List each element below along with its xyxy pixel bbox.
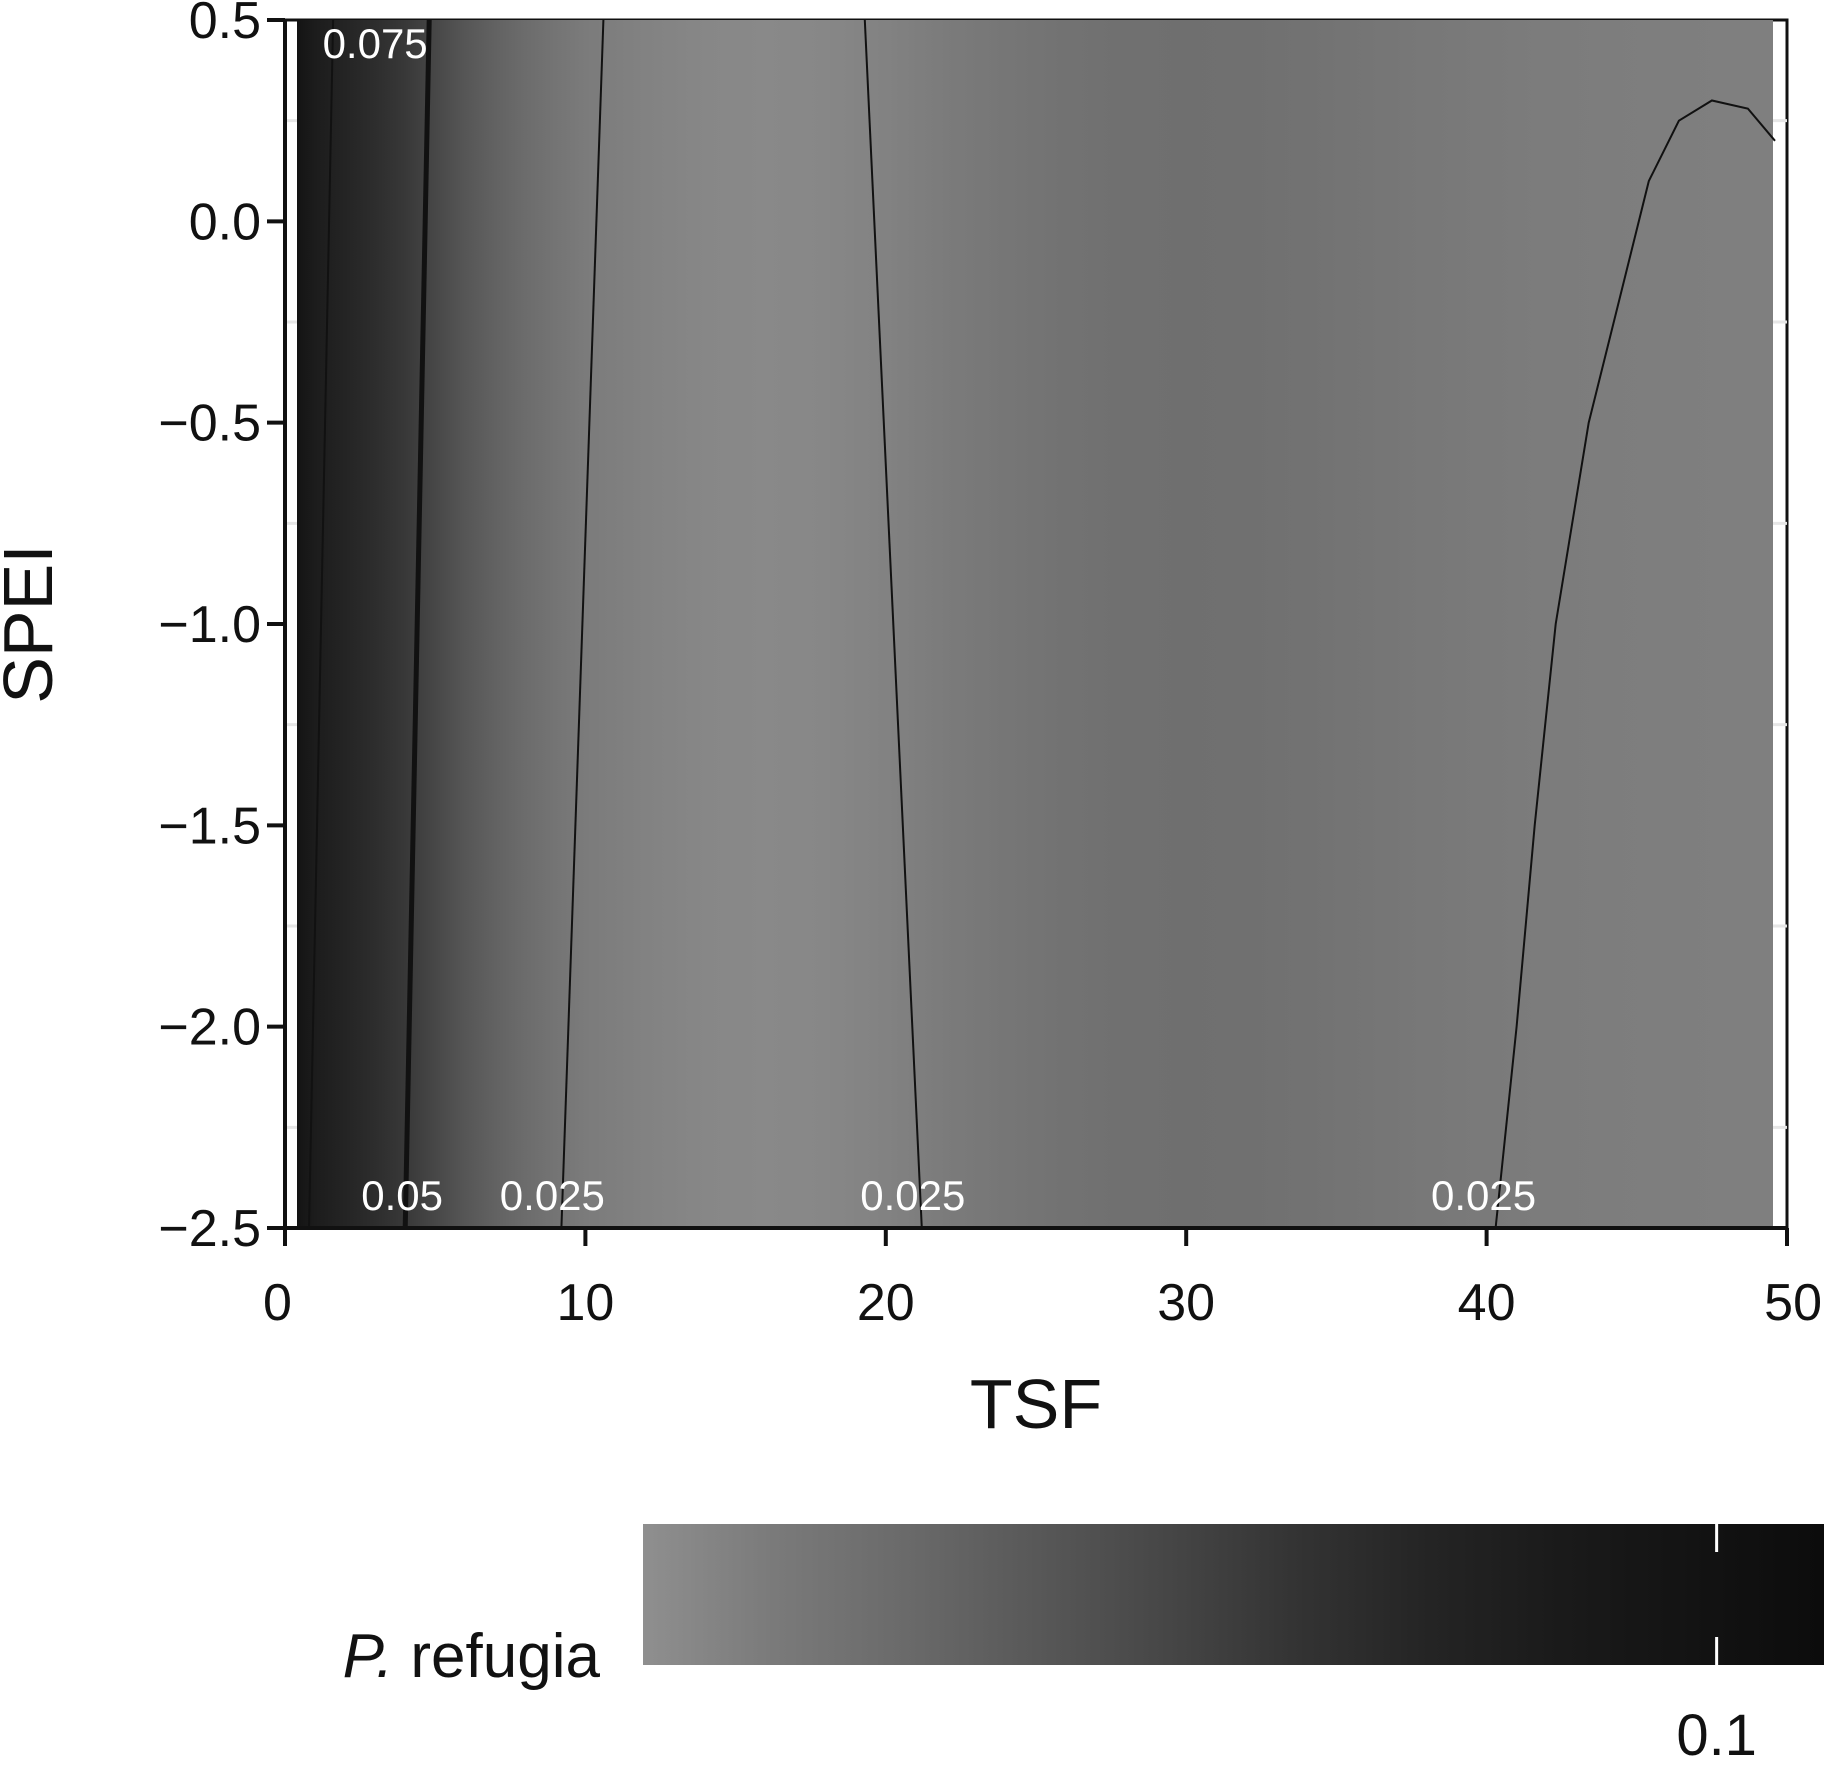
y-tick-label: 0.5 — [189, 0, 261, 50]
x-tick-label: 30 — [1157, 1274, 1215, 1332]
contour-labels: 0.075 0.05 0.025 0.025 0.025 — [323, 20, 1537, 1219]
contour-label: 0.075 — [323, 20, 428, 67]
contour-lines — [308, 19, 1776, 1229]
y-tick-label: −1.0 — [158, 596, 261, 654]
x-ticks: 0 10 20 30 40 50 — [263, 1228, 1822, 1332]
colorbar-tick: 0.1 — [1676, 1524, 1757, 1768]
heatmap-fill — [297, 20, 1773, 1228]
y-tick-label: −0.5 — [158, 395, 261, 453]
colorbar-title: P. refugia — [343, 1622, 601, 1691]
contour-line — [863, 19, 923, 1229]
colorbar-legend: P. refugia 0.1 — [343, 1524, 1824, 1768]
y-axis-title: SPEI — [0, 544, 67, 704]
contour-line — [1494, 99, 1776, 1229]
y-ticks: 0.5 0.0 −0.5 −1.0 −1.5 −2.0 −2.5 — [158, 0, 285, 1258]
x-axis-title: TSF — [970, 1365, 1102, 1443]
colorbar-title-rest: refugia — [393, 1622, 600, 1691]
contour-label: 0.05 — [361, 1172, 443, 1219]
contour-label: 0.025 — [1431, 1172, 1536, 1219]
y-tick-label: 0.0 — [189, 193, 261, 251]
x-tick-label: 0 — [263, 1274, 292, 1332]
y-tick-label: −1.5 — [158, 797, 261, 855]
colorbar-tick-label: 0.1 — [1676, 1703, 1757, 1768]
x-tick-label: 50 — [1764, 1274, 1822, 1332]
y-axis: 0.5 0.0 −0.5 −1.0 −1.5 −2.0 −2.5 — [158, 0, 287, 1258]
colorbar — [643, 1524, 1824, 1665]
contour-line — [402, 19, 432, 1229]
contour-line — [308, 19, 335, 1229]
x-tick-label: 20 — [857, 1274, 915, 1332]
x-tick-label: 10 — [556, 1274, 614, 1332]
y-tick-label: −2.0 — [158, 999, 261, 1057]
contour-label: 0.025 — [860, 1172, 965, 1219]
x-tick-label: 40 — [1458, 1274, 1516, 1332]
x-axis: 0 10 20 30 40 50 — [263, 1226, 1822, 1332]
y-tick-label: −2.5 — [158, 1200, 261, 1258]
contour-line — [560, 19, 605, 1229]
contour-label: 0.025 — [500, 1172, 605, 1219]
colorbar-title-italic: P. — [343, 1622, 394, 1691]
